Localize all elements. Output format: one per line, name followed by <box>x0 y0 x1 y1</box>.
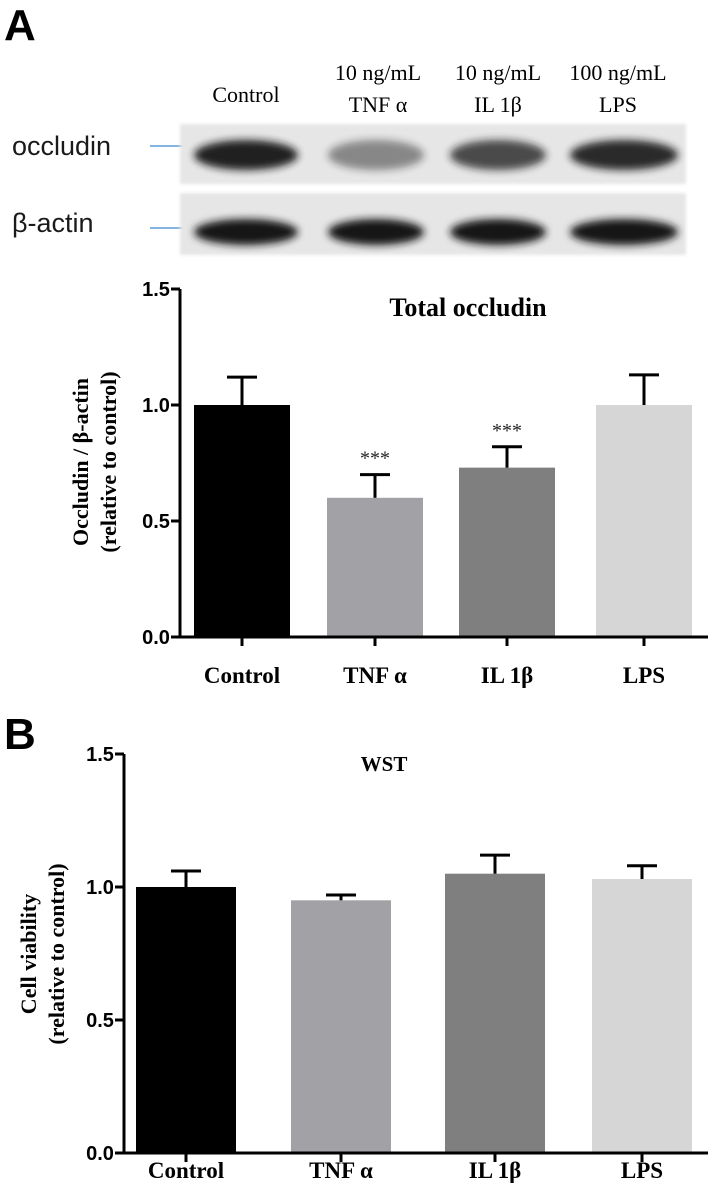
blot-band <box>450 140 546 170</box>
lane-header-line1: 10 ng/mL <box>335 60 421 85</box>
x-tick-label: LPS <box>623 663 665 688</box>
blot-band <box>194 140 298 170</box>
y-tick-label: 0.0 <box>86 1143 114 1165</box>
blot-row-occludin: occludin <box>12 124 686 184</box>
panel-letter-a: A <box>4 1 36 50</box>
y-tick-label: 1.5 <box>142 279 170 301</box>
y-axis-label: Occludin / β-actin (relative to control) <box>68 371 121 552</box>
blot-rows: occludin β-actin <box>12 124 686 255</box>
y-axis-label-line1: Cell viability <box>16 894 41 1014</box>
bar-3 <box>596 405 692 637</box>
y-tick-label: 1.0 <box>86 877 114 899</box>
bar-0 <box>194 405 290 637</box>
lane-header-line1: 10 ng/mL <box>455 60 541 85</box>
blot-row-label: β-actin <box>12 208 94 238</box>
y-tick-label: 0.5 <box>86 1010 114 1032</box>
lane-header-line2: TNF α <box>349 92 408 117</box>
blot-band <box>194 219 298 245</box>
lane-header-line2: IL 1β <box>474 92 522 117</box>
y-axis-label-line1: Occludin / β-actin <box>68 378 93 546</box>
y-tick-label: 1.5 <box>86 744 114 766</box>
bar-2 <box>445 873 545 1153</box>
chart-total-occludin: Total occludin Occludin / β-actin (relat… <box>68 279 708 688</box>
bar-1 <box>327 497 423 637</box>
bar-3 <box>592 879 692 1153</box>
blot-row-label: occludin <box>12 131 111 161</box>
x-tick-label: IL 1β <box>469 1158 521 1183</box>
blot-band <box>328 140 424 170</box>
lane-header: Control <box>212 82 279 107</box>
x-tick-label: Control <box>148 1158 224 1183</box>
y-axis-label-line2: (relative to control) <box>96 371 121 552</box>
lane-header-line1: 100 ng/mL <box>569 60 666 85</box>
chart-title: Total occludin <box>389 293 547 322</box>
chart-wst: WST Cell viability (relative to control)… <box>16 744 708 1183</box>
y-axis-label: Cell viability (relative to control) <box>16 863 69 1044</box>
bar-2 <box>459 467 555 637</box>
blot-band <box>570 140 678 170</box>
significance-label: *** <box>492 420 522 442</box>
x-tick-label: IL 1β <box>481 663 533 688</box>
x-tick-label: TNF α <box>309 1158 373 1183</box>
western-blot: Control 10 ng/mL TNF α 10 ng/mL IL 1β 100 ng/… <box>12 60 686 255</box>
blot-band <box>450 219 546 245</box>
y-axis-label-line2: (relative to control) <box>44 863 69 1044</box>
chart-title: WST <box>361 752 408 776</box>
y-tick-label: 1.0 <box>142 395 170 417</box>
panel-letter-b: B <box>4 710 36 759</box>
x-tick-label: LPS <box>621 1158 663 1183</box>
y-tick-label: 0.0 <box>142 627 170 649</box>
bar-1 <box>291 900 391 1153</box>
bar-0 <box>136 887 236 1153</box>
x-tick-label: TNF α <box>343 663 407 688</box>
blot-row-beta-actin: β-actin <box>12 193 686 255</box>
blot-band <box>570 219 678 245</box>
lane-header-line2: LPS <box>599 92 637 117</box>
x-tick-label: Control <box>204 663 280 688</box>
blot-lane-headers: Control 10 ng/mL TNF α 10 ng/mL IL 1β 100 ng/… <box>212 60 666 117</box>
y-tick-label: 0.5 <box>142 511 170 533</box>
blot-band <box>328 219 424 245</box>
significance-label: *** <box>360 448 390 470</box>
